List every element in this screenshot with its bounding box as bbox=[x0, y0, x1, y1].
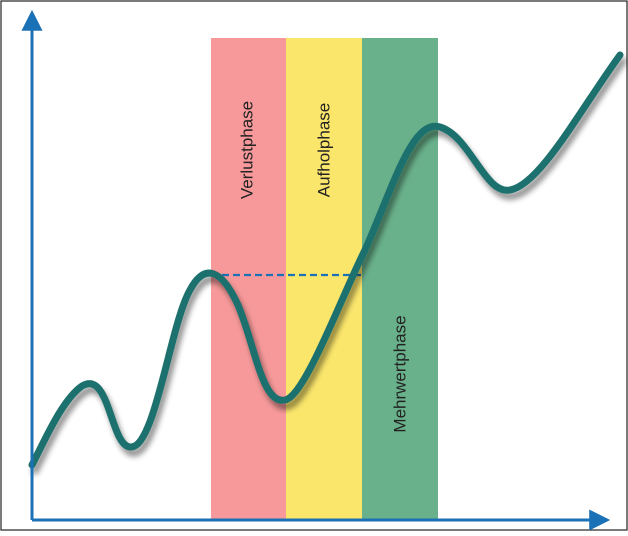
mehrwertphase-band bbox=[362, 38, 438, 520]
aufholphase-label: Aufholphase bbox=[314, 103, 333, 198]
value-curve bbox=[28, 51, 624, 469]
verlustphase-label: Verlustphase bbox=[237, 101, 256, 199]
mehrwertphase-label: Mehrwertphase bbox=[390, 315, 409, 432]
